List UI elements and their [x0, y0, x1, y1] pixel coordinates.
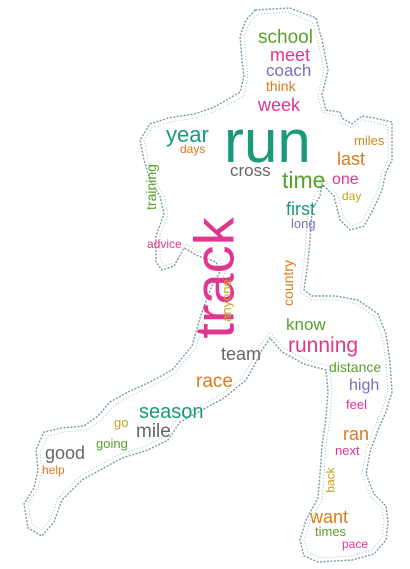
word-cross: cross	[230, 161, 271, 180]
word-ran: ran	[343, 424, 370, 444]
word-year: year	[166, 122, 209, 147]
word-run: run	[224, 108, 311, 175]
word-go: go	[114, 415, 129, 430]
word-miles: miles	[354, 133, 385, 148]
word-coach: coach	[266, 61, 312, 80]
word-meet: meet	[270, 45, 311, 65]
word-race: race	[196, 371, 233, 392]
word-school: school	[258, 27, 313, 48]
word-high: high	[349, 377, 380, 394]
word-want: want	[310, 507, 349, 527]
word-training: training	[142, 164, 159, 210]
word-distance: distance	[329, 359, 382, 375]
word-day: day	[342, 189, 362, 203]
word-first: first	[286, 199, 315, 219]
word-one: one	[332, 171, 359, 188]
word-advice: advice	[147, 237, 182, 251]
word-back: back	[323, 467, 338, 493]
word-season: season	[139, 401, 204, 423]
word-last: last	[337, 149, 366, 169]
word-anyone: anyone	[218, 279, 234, 322]
word-running: running	[288, 334, 359, 357]
word-time: time	[282, 167, 326, 193]
word-pace: pace	[342, 537, 369, 551]
word-know: know	[286, 315, 326, 334]
word-next: next	[335, 443, 360, 458]
word-days: days	[180, 142, 206, 156]
word-going: going	[96, 436, 128, 451]
word-help: help	[42, 463, 65, 477]
word-think: think	[266, 78, 296, 94]
word-good: good	[45, 443, 86, 463]
word-country: country	[279, 260, 296, 306]
word-times: times	[315, 524, 347, 539]
word-week: week	[258, 95, 301, 115]
word-team: team	[221, 344, 262, 364]
word-mile: mile	[136, 421, 171, 442]
word-long: long	[291, 216, 316, 231]
word-track: track	[182, 217, 246, 339]
word-feel: feel	[346, 397, 367, 412]
